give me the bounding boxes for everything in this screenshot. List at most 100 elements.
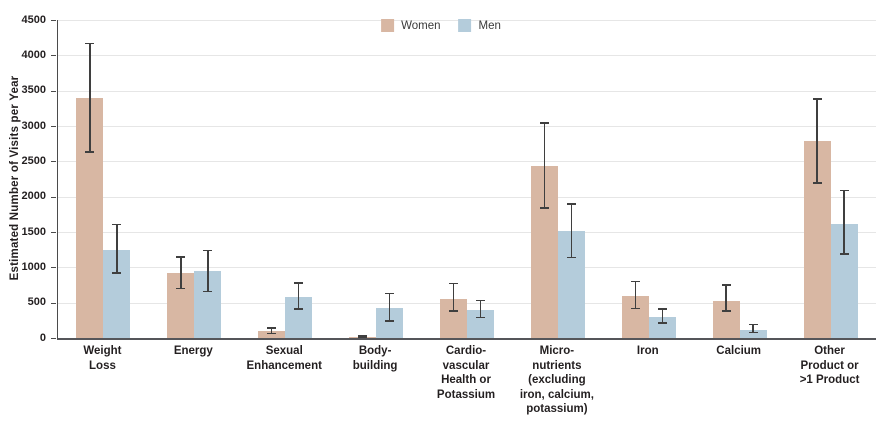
y-tick-mark <box>51 232 56 233</box>
error-bar-cap-bottom <box>203 290 213 293</box>
y-tick-label: 1000 <box>21 260 46 273</box>
x-tick-label-line: Micro- <box>539 345 575 357</box>
bar-wrap-men <box>376 20 404 338</box>
error-bar-cap-bottom <box>539 207 549 209</box>
y-tick-label: 2500 <box>21 154 46 167</box>
bar-wrap-men <box>830 20 858 338</box>
y-tick-label: 3000 <box>21 119 46 132</box>
bar-group <box>331 20 422 338</box>
gridline <box>58 267 876 269</box>
bar-groups <box>58 20 876 338</box>
y-tick-label: 4500 <box>21 13 46 26</box>
x-tick-label-line: Health or <box>441 374 491 386</box>
error-bar-women <box>270 327 273 335</box>
bar-wrap-men <box>557 20 585 338</box>
x-axis-labels: Weight Loss Energy Sexual Enhancement Body-bu… <box>57 344 875 417</box>
bar-wrap-women <box>530 20 558 338</box>
error-bar-cap-top <box>267 327 277 329</box>
y-tick-label: 2000 <box>21 190 46 203</box>
x-tick-label-line: Enhancement <box>246 359 322 372</box>
error-bar-men <box>843 189 845 255</box>
x-tick-label: Weight Loss <box>57 344 148 417</box>
y-tick-label: 1500 <box>21 225 46 238</box>
bar-wrap-women <box>76 20 104 338</box>
y-tick-label: 3500 <box>21 84 46 97</box>
x-tick-label-line: Loss <box>89 359 116 372</box>
error-bar-cap-top <box>85 42 95 45</box>
x-tick-label-line: potassium) <box>526 403 588 415</box>
error-bar-cap-bottom <box>449 310 458 312</box>
bar-wrap-men <box>194 20 222 338</box>
bar-wrap-women <box>167 20 195 338</box>
legend-label: Women <box>401 19 441 32</box>
y-tick-mark <box>51 20 56 21</box>
y-tick-label: 4000 <box>21 48 46 61</box>
x-tick-label: Sexual Enhancement <box>239 344 330 417</box>
bar-group <box>58 20 149 338</box>
x-tick-label-line: Calcium <box>716 345 762 357</box>
error-bar-cap-bottom <box>476 316 485 319</box>
gridline <box>58 161 876 163</box>
plot-area <box>57 20 876 340</box>
error-bar-men <box>479 299 482 319</box>
x-tick-label-line: Cardio- <box>445 345 487 357</box>
x-tick-label: Other Product or >1 Product <box>784 344 875 417</box>
x-tick-label-line: iron, calcium, <box>519 388 594 401</box>
error-bar-men <box>661 308 664 324</box>
error-bar-cap-top <box>539 122 549 124</box>
y-tick-label: 500 <box>27 296 46 309</box>
y-tick-mark <box>51 338 56 339</box>
bar-wrap-men <box>103 20 131 338</box>
x-tick-label-line: Potassium <box>436 388 496 401</box>
x-tick-label-line: Weight <box>83 345 122 357</box>
error-bar-cap-top <box>176 256 186 258</box>
error-bar-cap-top <box>203 249 213 252</box>
error-bar-cap-bottom <box>112 272 122 274</box>
error-bar-cap-bottom <box>721 310 731 312</box>
x-tick-label: Body-building <box>330 344 421 417</box>
bar-group <box>512 20 603 338</box>
error-bar-cap-bottom <box>566 256 576 259</box>
error-bar-cap-top <box>566 203 576 205</box>
bar-men <box>739 329 767 338</box>
error-bar-cap-bottom <box>358 336 368 338</box>
error-bar-women <box>180 256 182 290</box>
error-bar-cap-bottom <box>176 287 186 290</box>
y-tick-mark <box>51 161 56 163</box>
error-bar-cap-top <box>812 98 822 100</box>
error-bar-men <box>388 292 391 322</box>
bar-wrap-women <box>621 20 649 338</box>
error-bar-cap-top <box>476 299 485 302</box>
error-bar-cap-top <box>385 292 395 295</box>
bar-wrap-women <box>440 20 467 338</box>
y-tick-mark <box>51 126 56 127</box>
x-tick-label: Energy <box>148 344 239 417</box>
error-bar-cap-bottom <box>839 253 849 255</box>
error-bar-women <box>634 280 637 310</box>
error-bar-women <box>725 284 727 312</box>
x-tick-label: Cardio-vascular Health or Potassium <box>421 344 512 417</box>
bar-wrap-women <box>258 20 286 338</box>
gridline <box>58 196 876 198</box>
legend-swatch-women <box>381 19 395 32</box>
bar-group <box>240 20 331 338</box>
x-tick-label-line: (excluding <box>528 374 586 386</box>
gridline <box>58 126 876 127</box>
bar-wrap-women <box>803 20 831 338</box>
bar-wrap-men <box>648 20 676 338</box>
error-bar-cap-top <box>294 282 304 284</box>
gridline <box>58 90 876 92</box>
error-bar-women <box>816 98 818 184</box>
x-tick-label-line: building <box>352 359 398 372</box>
error-bar-cap-bottom <box>385 320 395 322</box>
gridline <box>58 232 876 233</box>
y-tick-mark <box>51 196 56 198</box>
error-bar-cap-bottom <box>85 151 95 153</box>
error-bar-cap-bottom <box>812 182 822 184</box>
x-tick-label-line: vascular <box>442 359 490 372</box>
bar-group <box>422 20 513 338</box>
error-bar-cap-top <box>449 282 458 285</box>
error-bar-men <box>570 203 573 259</box>
bar-men <box>648 316 676 338</box>
